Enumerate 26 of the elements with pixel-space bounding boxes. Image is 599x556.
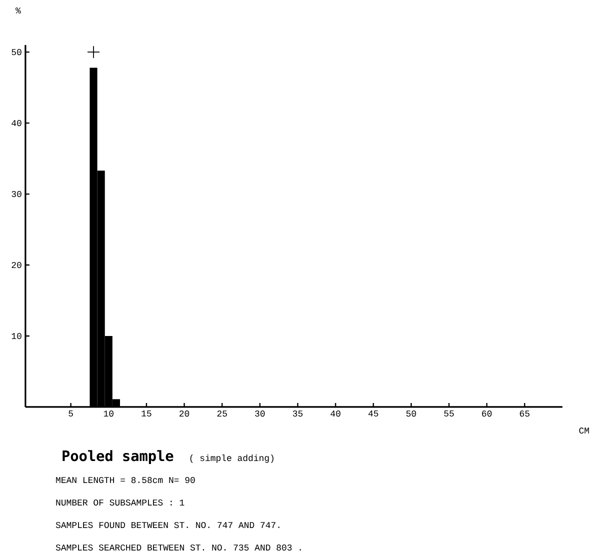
x-tick-label: 40 — [330, 410, 340, 417]
text: NUMBER OF SUBSAMPLES : 1 — [56, 499, 184, 506]
x-tick-label: 50 — [406, 410, 416, 417]
x-tick-label: 10 — [104, 410, 114, 417]
x-tick-label: 25 — [217, 410, 227, 417]
x-tick-label: 15 — [142, 410, 152, 417]
x-tick-label: 5 — [68, 410, 73, 417]
x-tick-label: 30 — [255, 410, 265, 417]
y-axis-title: % — [16, 8, 21, 14]
text: Pooled sample — [62, 450, 174, 464]
text: SAMPLES SEARCHED BETWEEN ST. NO. 735 AND 803 . — [56, 544, 301, 551]
text: MEAN LENGTH = 8.58cm N= 90 — [56, 476, 195, 484]
x-axis-title: CM — [579, 428, 589, 434]
x-tick-label: 65 — [520, 410, 530, 417]
x-tick-label: 20 — [180, 410, 190, 417]
x-tick-label: 35 — [292, 410, 303, 417]
x-tick-label: 45 — [368, 410, 378, 417]
y-tick-label: 20 — [12, 262, 22, 268]
y-tick-label: 50 — [12, 49, 22, 56]
text: SAMPLES FOUND BETWEEN ST. NO. 747 AND 747. — [56, 522, 280, 528]
text: ( simple adding) — [190, 454, 274, 463]
y-tick-label: 30 — [12, 191, 22, 198]
x-tick-label: 55 — [444, 410, 454, 417]
y-tick-label: 40 — [12, 120, 22, 126]
x-tick-label: 60 — [482, 410, 492, 417]
y-tick-label: 10 — [12, 332, 22, 340]
